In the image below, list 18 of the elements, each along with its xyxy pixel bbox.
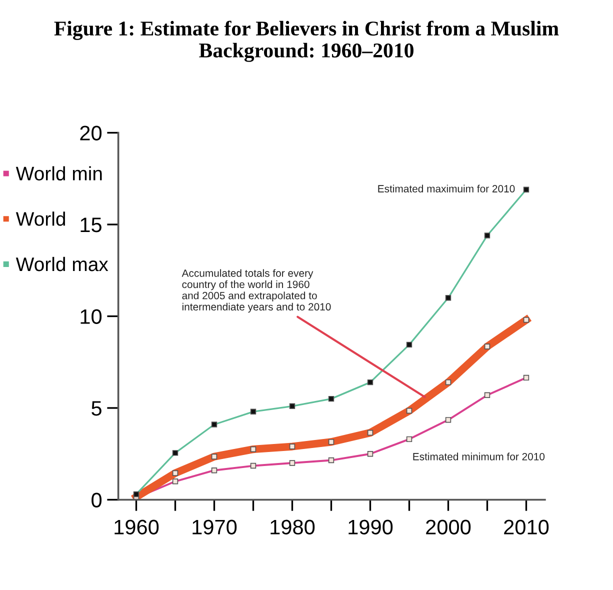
chart-title: Figure 1: Estimate for Believers in Christ from a Muslim Background: 1960–2010 [54, 20, 559, 62]
x-tick-label: 2010 [504, 520, 549, 534]
x-tick-label: 1980 [270, 520, 315, 534]
legend-label: World [16, 212, 66, 226]
y-tick-label: 15 [80, 218, 102, 232]
y-tick-label: 10 [80, 309, 102, 324]
annotation: Estimated minimum for 2010 [413, 452, 545, 460]
x-tick-label: 1970 [192, 520, 237, 534]
legend-label: World max [16, 256, 108, 272]
x-tick-label: 1990 [348, 520, 393, 534]
annotation: Accumulated totals for every country of the world in 1960 and 2005 and extrapolated to intermendiate years and to 2010 [182, 269, 331, 313]
annotation: Estimated maximuim for 2010 [378, 184, 515, 192]
y-tick-label: 0 [92, 492, 102, 508]
legend-label: World min [16, 166, 102, 180]
x-tick-label: 1960 [114, 520, 159, 534]
x-tick-label: 2000 [426, 520, 471, 534]
y-tick-label: 20 [80, 126, 102, 141]
y-tick-label: 5 [92, 401, 102, 416]
